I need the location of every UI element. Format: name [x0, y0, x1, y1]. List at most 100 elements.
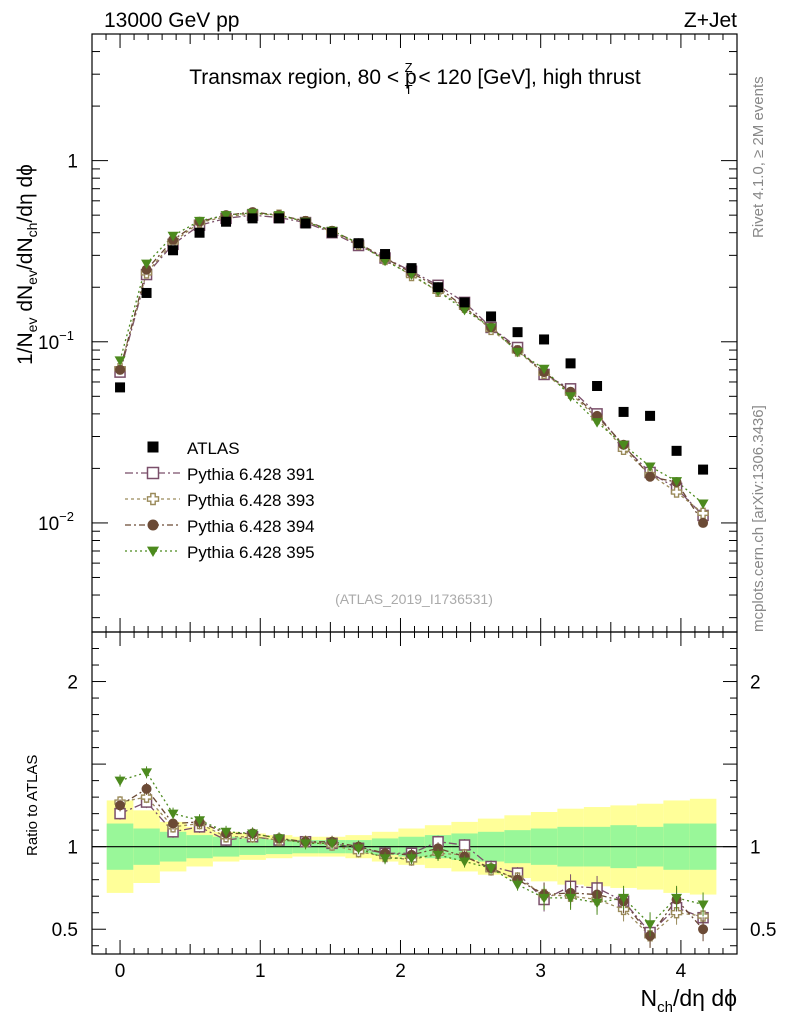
data-point	[698, 924, 709, 935]
data-point	[433, 282, 444, 293]
data-point	[220, 827, 232, 838]
data-point	[115, 800, 126, 811]
ratio-plot-frame	[91, 631, 738, 955]
ratio-tick-label: 1	[67, 838, 78, 859]
x-tick-label: 0	[115, 961, 126, 982]
data-point	[645, 471, 656, 482]
data-markers	[114, 207, 709, 948]
data-point	[539, 334, 550, 345]
data-point	[644, 462, 656, 472]
data-point	[380, 249, 391, 260]
x-axis-label: Nch/dη dϕ	[640, 985, 737, 1016]
data-point	[146, 466, 160, 480]
data-point	[114, 356, 126, 366]
data-point	[458, 839, 471, 851]
mcplots-label: mcplots.cern.ch [arXiv:1306.3436]	[750, 405, 767, 632]
data-point	[326, 839, 338, 849]
data-point	[146, 546, 160, 558]
data-point	[671, 893, 683, 904]
data-point	[141, 264, 152, 275]
data-point	[141, 287, 152, 298]
data-point	[274, 213, 285, 224]
data-point	[591, 418, 603, 428]
data-point	[618, 406, 629, 417]
data-point	[459, 305, 471, 316]
legend-label: Pythia 6.428 391	[187, 465, 315, 484]
data-point	[565, 392, 577, 402]
data-point	[645, 410, 656, 421]
data-point	[406, 263, 417, 274]
data-point	[379, 854, 391, 864]
data-point	[697, 507, 709, 520]
data-point	[592, 381, 603, 392]
legend-label: Pythia 6.428 395	[187, 543, 315, 562]
data-point	[670, 486, 683, 498]
data-point	[565, 358, 576, 369]
process-label: Z+Jet	[684, 9, 737, 32]
legend: ATLAS Pythia 6.428 391 Pythia 6.428 393 Pyt…	[125, 439, 315, 562]
series-line-ratio	[119, 801, 704, 934]
x-tick-label: 2	[395, 961, 406, 982]
data-point	[141, 259, 153, 270]
data-point	[194, 816, 206, 826]
data-point	[591, 898, 603, 909]
data-point	[698, 464, 709, 475]
data-point	[644, 920, 656, 930]
y-tick-label: 10−1	[38, 328, 74, 354]
ratio-tick-label-right: 2	[750, 673, 761, 694]
data-point	[538, 364, 550, 375]
y-axis-label: 1/Nev dNev/dNch/dη dϕ	[14, 164, 40, 365]
y-tick-label: 1	[67, 152, 78, 173]
data-point	[147, 519, 159, 531]
data-point	[512, 347, 524, 358]
data-point	[485, 323, 497, 333]
data-point	[618, 440, 630, 451]
data-point	[406, 854, 418, 864]
data-point	[671, 477, 683, 487]
x-tick-label: 1	[255, 961, 266, 982]
plot-title: Transmax region, 80 < pZ T < 120 [GeV], h…	[189, 60, 641, 97]
data-point	[433, 843, 444, 854]
data-point	[300, 218, 311, 229]
data-point	[697, 900, 709, 910]
data-point	[141, 783, 152, 794]
data-point	[618, 893, 630, 904]
data-point	[220, 211, 232, 221]
legend-label: Pythia 6.428 393	[187, 491, 315, 510]
ratio-tick-label: 2	[67, 673, 78, 694]
data-point	[486, 311, 497, 322]
data-point	[565, 893, 577, 904]
x-tick-label: 4	[676, 961, 687, 982]
data-point	[698, 517, 709, 528]
data-point	[671, 445, 682, 456]
data-point	[273, 834, 285, 844]
data-point	[353, 238, 364, 249]
data-point	[538, 893, 550, 904]
data-point	[115, 382, 126, 393]
data-point	[432, 850, 444, 861]
y-tick-label: 10−2	[38, 509, 74, 535]
series-line-ratio	[119, 796, 704, 937]
series-line-main	[119, 212, 704, 505]
rivet-version-label: Rivet 4.1.0, ≥ 2M events	[750, 76, 767, 238]
data-point	[485, 864, 497, 874]
legend-label: Pythia 6.428 394	[187, 517, 315, 536]
data-point	[221, 216, 232, 227]
data-point	[379, 256, 391, 267]
ratio-tick-label-right: 1	[750, 838, 761, 859]
data-point	[114, 776, 126, 787]
data-point	[512, 880, 524, 891]
data-point	[459, 297, 470, 308]
data-point	[147, 441, 159, 453]
data-point	[512, 327, 523, 338]
data-point	[146, 492, 160, 506]
axis-ticks	[91, 33, 738, 954]
energy-label: 13000 GeV pp	[104, 9, 239, 32]
legend-label: ATLAS	[187, 439, 240, 458]
data-point	[115, 364, 126, 375]
data-point	[697, 499, 709, 510]
x-tick-label: 3	[535, 961, 546, 982]
data-point	[168, 818, 179, 829]
analysis-tag: (ATLAS_2019_I1736531)	[335, 591, 493, 607]
tick-labels: 0 1 2 3 4 1 10−1 10−2 2 2 1 1 0.5 0.5	[38, 152, 776, 982]
